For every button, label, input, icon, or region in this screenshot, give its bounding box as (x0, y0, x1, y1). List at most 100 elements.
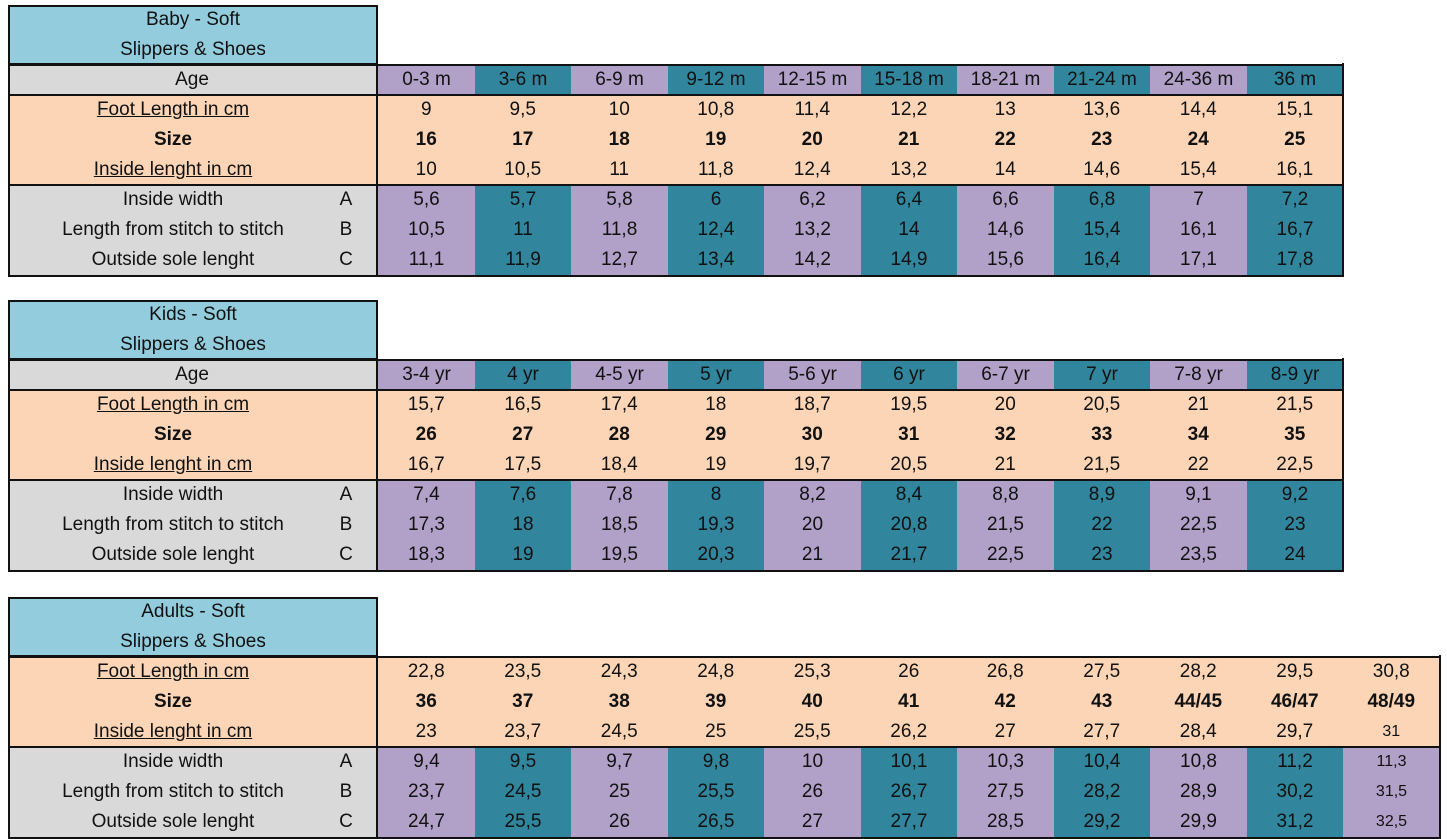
inside-width-value: 9,4 (378, 747, 475, 777)
table-border (8, 64, 1343, 66)
stitch-length-letter: B (339, 781, 353, 802)
size-label: Size (153, 691, 193, 712)
stitch-length-value: 26,7 (860, 777, 958, 807)
inside-width-value: 6,4 (860, 185, 958, 215)
size-value: 35 (1284, 424, 1306, 445)
stitch-length-value: 25,5 (667, 777, 765, 807)
table-border (8, 479, 1343, 481)
outside-sole-length-value: 21 (764, 540, 861, 570)
age-cell: 21-24 m (1053, 65, 1151, 95)
table-title-line1: Baby - Soft (146, 9, 240, 30)
size-value: 34 (1187, 424, 1209, 445)
foot-length-value: 21 (1187, 394, 1209, 415)
inside-width-value: 6,6 (957, 185, 1054, 215)
table-title-line2: Slippers & Shoes (120, 39, 266, 60)
stitch-length-value: 17,3 (378, 510, 475, 540)
outside-sole-length-value: 23 (1053, 540, 1151, 570)
age-cell: 3-6 m (474, 65, 572, 95)
table-border (8, 570, 1343, 572)
inside-length-value: 21 (994, 454, 1016, 475)
inside-length-value: 27,7 (1083, 721, 1121, 742)
table-border (8, 275, 1343, 277)
stitch-length-value: 26 (764, 777, 861, 807)
inside-width-value: 9,2 (1246, 480, 1344, 510)
outside-sole-length-letter: C (339, 249, 353, 270)
table-border (1438, 655, 1441, 839)
size-value: 16 (415, 129, 437, 150)
inside-length-value: 22 (1187, 454, 1209, 475)
stitch-length-value: 14 (860, 215, 958, 245)
inside-width-value: 7,8 (571, 480, 668, 510)
inside-width-value: 7,2 (1246, 185, 1344, 215)
age-cell: 6 yr (860, 360, 958, 390)
outside-sole-length-value: 14,9 (860, 245, 958, 275)
table-border (8, 656, 1440, 658)
stitch-length-value: 15,4 (1053, 215, 1151, 245)
inside-length-value: 21,5 (1083, 454, 1121, 475)
age-cell: 8-9 yr (1246, 360, 1344, 390)
foot-length-value: 25,3 (793, 661, 831, 682)
inside-length-value: 15,4 (1179, 159, 1217, 180)
inside-width-value: 6,8 (1053, 185, 1151, 215)
stitch-length-label: Length from stitch to stitch (62, 781, 284, 802)
size-value: 29 (705, 424, 727, 445)
table-title: Kids - Soft Slippers & Shoes (8, 300, 378, 360)
stitch-length-value: 13,2 (764, 215, 861, 245)
age-cell: 12-15 m (764, 65, 861, 95)
age-cell: 6-7 yr (957, 360, 1054, 390)
foot-length-value: 24,3 (600, 661, 638, 682)
inside-length-value: 12,4 (793, 159, 831, 180)
table-border (8, 389, 1343, 391)
outside-sole-length-label: Outside sole lenght (91, 249, 255, 270)
foot-length-value: 10,8 (697, 99, 735, 120)
inside-width-value: 5,8 (571, 185, 668, 215)
inside-length-value: 16,1 (1276, 159, 1314, 180)
measurement-section (8, 390, 1343, 480)
size-label: Size (153, 424, 193, 445)
size-value: 33 (1091, 424, 1113, 445)
foot-length-value: 20 (994, 394, 1016, 415)
inside-length-label: Inside lenght in cm (93, 454, 253, 475)
stitch-length-value: 11,8 (571, 215, 668, 245)
dimension-label-area (8, 480, 376, 570)
size-value: 44/45 (1174, 691, 1223, 712)
inside-length-value: 13,2 (890, 159, 928, 180)
inside-length-label: Inside lenght in cm (93, 721, 253, 742)
foot-length-value: 13 (994, 99, 1016, 120)
inside-width-label: Inside width (122, 189, 224, 210)
outside-sole-length-value: 28,5 (957, 807, 1054, 837)
foot-length-value: 29,5 (1276, 661, 1314, 682)
size-value: 41 (898, 691, 920, 712)
table-border (1342, 358, 1344, 572)
table-title-line2: Slippers & Shoes (120, 631, 266, 652)
outside-sole-length-value: 17,1 (1150, 245, 1247, 275)
inside-width-value: 10,1 (860, 747, 958, 777)
foot-length-value: 14,4 (1179, 99, 1217, 120)
size-value: 24 (1187, 129, 1209, 150)
foot-length-value: 30,8 (1372, 661, 1410, 682)
size-value: 39 (705, 691, 727, 712)
size-value: 25 (1284, 129, 1306, 150)
inside-width-value: 10,4 (1053, 747, 1151, 777)
inside-length-label: Inside lenght in cm (93, 159, 253, 180)
foot-length-label: Foot Length in cm (96, 394, 250, 415)
size-value: 40 (801, 691, 823, 712)
stitch-length-value: 18 (474, 510, 572, 540)
size-value: 42 (994, 691, 1016, 712)
inside-length-value: 16,7 (407, 454, 445, 475)
inside-width-value: 7,4 (378, 480, 475, 510)
outside-sole-length-value: 23,5 (1150, 540, 1247, 570)
inside-width-value: 10,3 (957, 747, 1054, 777)
age-label: Age (8, 360, 376, 390)
stitch-length-value: 16,1 (1150, 215, 1247, 245)
inside-length-value: 11,8 (697, 159, 734, 180)
foot-length-label: Foot Length in cm (96, 661, 250, 682)
table-border (8, 746, 1440, 748)
inside-width-value: 8,9 (1053, 480, 1151, 510)
inside-length-value: 23,7 (504, 721, 542, 742)
inside-width-letter: A (339, 189, 353, 210)
stitch-length-value: 20 (764, 510, 861, 540)
table-border (8, 94, 1343, 96)
inside-length-value: 17,5 (504, 454, 542, 475)
inside-width-value: 5,7 (474, 185, 572, 215)
